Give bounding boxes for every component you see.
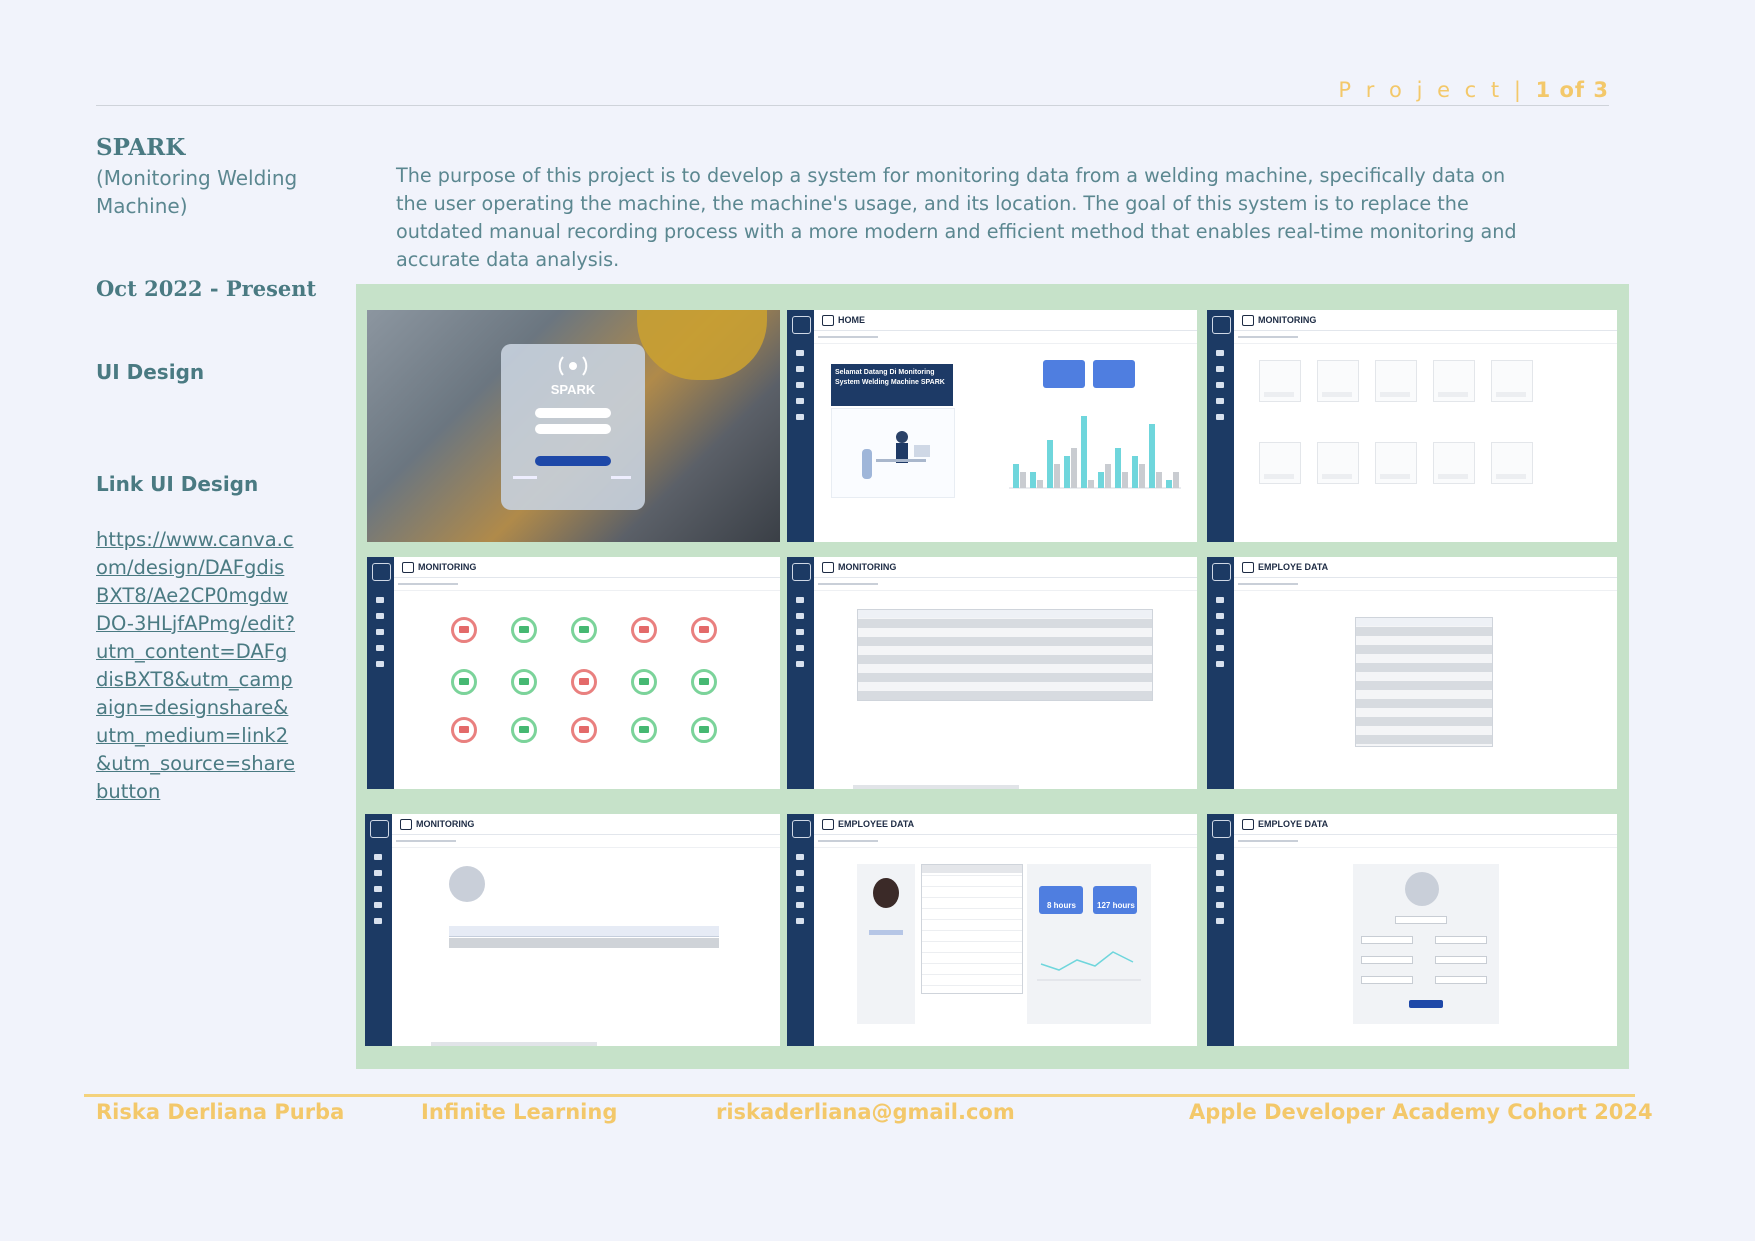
chart-bar xyxy=(1020,472,1026,488)
screen-title: MONITORING xyxy=(416,819,475,829)
footer-name: Riska Derliana Purba xyxy=(96,1100,345,1124)
screen-title: EMPLOYEE DATA xyxy=(838,819,915,829)
hours-card-b: 127 hours xyxy=(1097,901,1135,910)
project-date: Oct 2022 - Present xyxy=(96,276,317,301)
monitoring-user-screenshot: MONITORING xyxy=(365,814,780,1046)
employe-data-screenshot: EMPLOYE DATA xyxy=(1207,557,1617,789)
avatar xyxy=(449,866,485,902)
monitoring-history-screenshot: MONITORING xyxy=(787,557,1197,789)
chart-bar xyxy=(1071,448,1077,488)
home-screenshot: HOME Selamat Datang Di Monitoring System… xyxy=(787,310,1197,542)
welcome-text: Selamat Datang Di Monitoring System Weld… xyxy=(835,369,945,386)
edit-form xyxy=(1353,864,1499,1024)
screen-title: MONITORING xyxy=(418,562,477,572)
welder-helmet-image xyxy=(637,310,767,380)
screen-title: MONITORING xyxy=(838,562,897,572)
monitor-icon xyxy=(402,562,414,573)
chart-bar xyxy=(1030,472,1036,488)
chart-bar xyxy=(1013,464,1019,488)
chart-bar xyxy=(1115,448,1121,488)
sidebar xyxy=(787,310,814,542)
monitor-icon xyxy=(1242,315,1254,326)
stat-card xyxy=(1043,360,1085,388)
chart-bar xyxy=(1173,472,1179,488)
login-card: SPARK xyxy=(501,344,645,510)
chart-bar xyxy=(1088,480,1094,488)
footer-program: Apple Developer Academy Cohort 2024 xyxy=(1189,1100,1653,1124)
chart-bar xyxy=(1105,464,1111,488)
save-button[interactable] xyxy=(1409,1000,1443,1008)
link-heading: Link UI Design xyxy=(96,472,259,496)
users-icon xyxy=(822,819,834,830)
home-icon xyxy=(822,315,834,326)
screenshot-gallery: SPARK HOME Selamat Datang Di Monitoring … xyxy=(356,284,1629,1069)
monitor-icon xyxy=(400,819,412,830)
project-label: P r o j e c t | xyxy=(1338,78,1525,102)
top-divider xyxy=(96,105,1609,106)
chart-bar xyxy=(1139,464,1145,488)
project-role: UI Design xyxy=(96,360,205,384)
chart-bar xyxy=(1098,472,1104,488)
chart-bar xyxy=(1081,416,1087,488)
screen-title: HOME xyxy=(838,315,865,325)
chart-bar xyxy=(1166,480,1172,488)
illustration xyxy=(831,408,955,498)
analytics-panel: 8 hours 127 hours xyxy=(1027,864,1151,1024)
welcome-banner: Selamat Datang Di Monitoring System Weld… xyxy=(831,364,953,406)
employee-detail-screenshot: EMPLOYEE DATA 8 hours 127 hours xyxy=(787,814,1197,1046)
login-brand: SPARK xyxy=(551,382,596,397)
employe-edit-screenshot: EMPLOYE DATA xyxy=(1207,814,1617,1046)
usage-bar-chart xyxy=(1009,416,1181,489)
screen-title: EMPLOYE DATA xyxy=(1258,562,1329,572)
chart-bar xyxy=(1037,480,1043,488)
stat-card xyxy=(1093,360,1135,388)
profile-panel xyxy=(857,864,915,1024)
chart-bar xyxy=(1132,456,1138,488)
users-icon xyxy=(1242,819,1254,830)
users-icon xyxy=(1242,562,1254,573)
employee-info-table xyxy=(921,864,1023,994)
project-title: SPARK xyxy=(96,134,186,161)
chart-bar xyxy=(1156,472,1162,488)
footer-org: Infinite Learning xyxy=(421,1100,618,1124)
project-description: The purpose of this project is to develo… xyxy=(396,164,1517,271)
project-subtitle: (Monitoring Welding Machine) xyxy=(96,166,298,218)
login-form-graphic: SPARK xyxy=(513,356,631,479)
screen-title: EMPLOYE DATA xyxy=(1258,819,1329,829)
employee-table xyxy=(1355,617,1493,747)
project-page-indicator: P r o j e c t | 1 of 3 xyxy=(1338,78,1609,102)
footer-email[interactable]: riskaderliana@gmail.com xyxy=(716,1100,1015,1124)
monitoring-area-screenshot: MONITORING xyxy=(1207,310,1617,542)
hours-card-a: 8 hours xyxy=(1047,901,1076,910)
design-link[interactable]: https://www.canva.com/design/DAFgdisBXT8… xyxy=(96,528,296,803)
analytics-line-chart xyxy=(1037,951,1141,981)
history-table xyxy=(857,609,1153,701)
screen-title: MONITORING xyxy=(1258,315,1317,325)
chart-bar xyxy=(1064,456,1070,488)
chart-bar xyxy=(1047,440,1053,488)
monitoring-machine-screenshot: MONITORING xyxy=(367,557,780,789)
chart-bar xyxy=(1054,464,1060,488)
page-number: 1 of 3 xyxy=(1535,78,1609,102)
chart-bar xyxy=(1122,472,1128,488)
chart-bar xyxy=(1149,424,1155,488)
login-screenshot: SPARK xyxy=(367,310,780,542)
monitor-icon xyxy=(822,562,834,573)
footer-divider xyxy=(84,1094,1635,1097)
